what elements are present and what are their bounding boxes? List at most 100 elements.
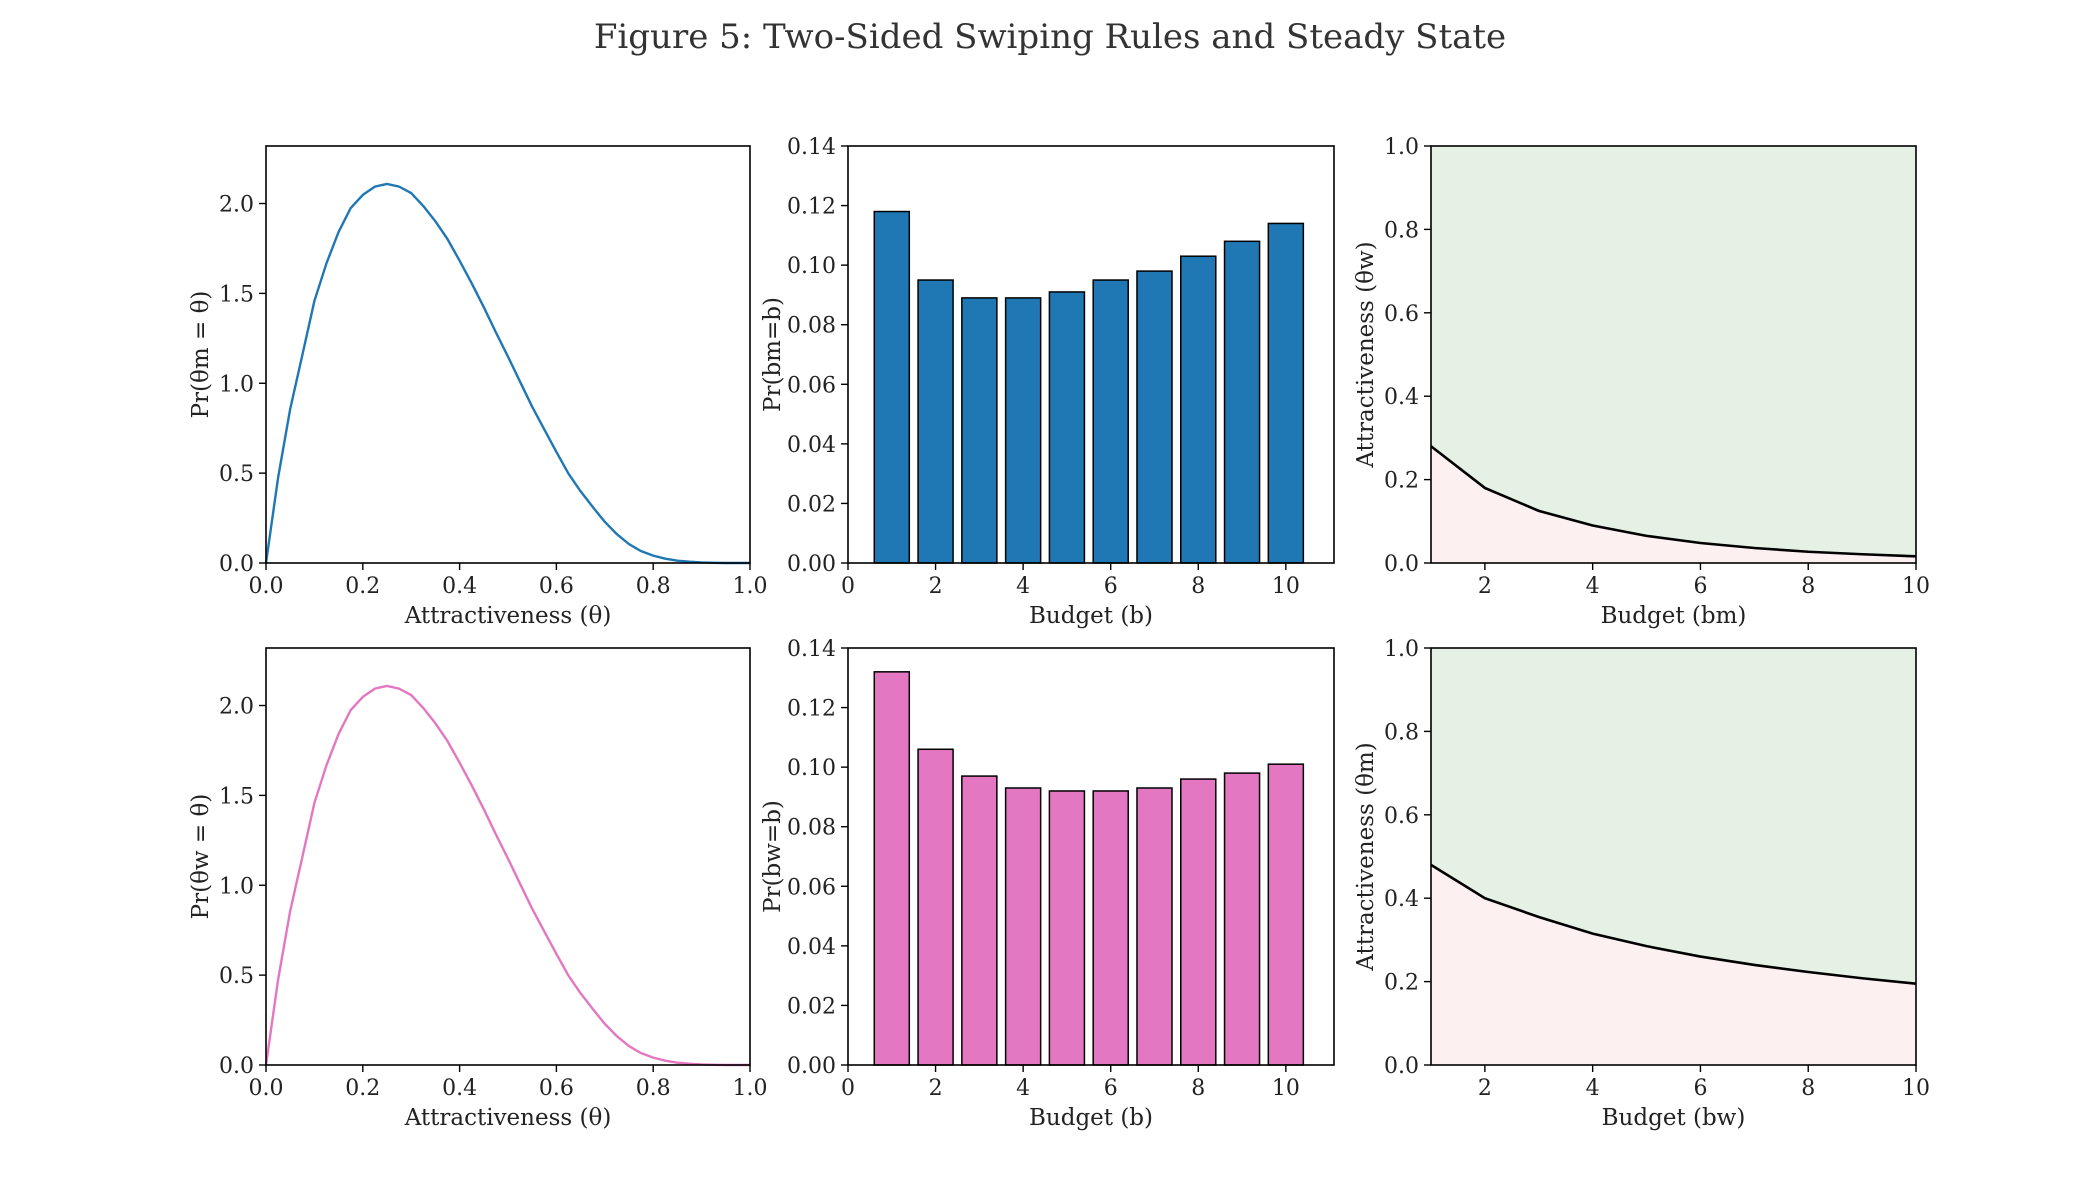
- bar-2: [917, 748, 954, 1066]
- y-tick-label: 0.06: [787, 373, 836, 398]
- bar-7: [1136, 270, 1173, 564]
- x-axis-label: Budget (b): [1029, 603, 1153, 629]
- reject-region: [1431, 864, 1916, 1065]
- y-tick-label: 0.0: [219, 1054, 254, 1079]
- y-tick-label: 0.8: [1384, 218, 1419, 243]
- figure-title: Figure 5: Two-Sided Swiping Rules and St…: [594, 17, 1506, 57]
- x-tick-label: 10: [1902, 1076, 1930, 1101]
- y-tick-label: 0.0: [1384, 1054, 1419, 1079]
- x-tick-label: 4: [1586, 1076, 1600, 1101]
- density-line: [264, 684, 750, 1067]
- x-tick-label: 6: [1104, 574, 1118, 599]
- bar-6: [1092, 279, 1129, 564]
- y-tick-label: 0.5: [219, 462, 254, 487]
- bar-9: [1223, 240, 1261, 564]
- y-tick-label: 1.5: [219, 282, 254, 307]
- y-tick-label: 0.6: [1384, 302, 1419, 327]
- threshold-line: [1430, 863, 1917, 985]
- bar-3: [961, 775, 998, 1066]
- x-tick-label: 0.0: [249, 1076, 284, 1101]
- axes-frame: [847, 145, 1335, 564]
- x-tick-label: 1.0: [733, 574, 768, 599]
- x-tick-label: 0.8: [636, 574, 671, 599]
- y-tick-label: 0.5: [219, 964, 254, 989]
- y-tick-label: 0.12: [787, 195, 836, 220]
- x-tick-label: 2: [929, 574, 943, 599]
- x-tick-label: 2: [929, 1076, 943, 1101]
- y-tick-label: 0.04: [787, 433, 836, 458]
- bar-9: [1223, 772, 1261, 1066]
- y-tick-label: 0.02: [787, 994, 836, 1019]
- bar-5: [1048, 291, 1086, 564]
- y-tick-label: 1.0: [1384, 637, 1419, 662]
- y-tick-label: 0.8: [1384, 720, 1419, 745]
- density-line: [264, 182, 750, 565]
- panel-threshold-women: 2 4 6 8 10 0.0 0.2 0.4 0.6 0.8 1.0 Budget (bm) Attra…: [1353, 135, 1930, 629]
- accept-region: [1431, 648, 1916, 984]
- x-tick-label: 0.6: [539, 574, 574, 599]
- y-tick-label: 0.2: [1384, 971, 1419, 996]
- x-tick-label: 0.8: [636, 1076, 671, 1101]
- bar-1: [873, 210, 911, 564]
- x-tick-label: 8: [1191, 574, 1205, 599]
- y-axis-label: Attractiveness (θw): [1353, 241, 1379, 468]
- x-tick-label: 10: [1272, 1076, 1300, 1101]
- x-tick-label: 6: [1693, 1076, 1707, 1101]
- y-axis-label: Pr(θw = θ): [188, 794, 214, 920]
- x-axis-label: Attractiveness (θ): [404, 603, 612, 629]
- x-tick-label: 0: [841, 574, 855, 599]
- y-tick-label: 0.12: [787, 697, 836, 722]
- x-tick-label: 6: [1104, 1076, 1118, 1101]
- bar-4: [1004, 297, 1042, 564]
- x-tick-label: 8: [1191, 1076, 1205, 1101]
- x-tick-label: 4: [1016, 574, 1030, 599]
- x-tick-label: 6: [1693, 574, 1707, 599]
- panel-density-men: 0.0 0.2 0.4 0.6 0.8 1.0 0.0 0.5 1.0 1.5 2.0 Attract…: [188, 145, 768, 629]
- y-tick-label: 0.00: [787, 1054, 836, 1079]
- bar-10: [1267, 222, 1305, 564]
- x-tick-label: 0.6: [539, 1076, 574, 1101]
- y-tick-label: 0.08: [787, 816, 836, 841]
- y-tick-label: 1.0: [1384, 135, 1419, 160]
- panel-budget-men: 0 2 4 6 8 10 0.00 0.02 0.04 0.06 0.08 0.10 0.12 0.14 B…: [760, 135, 1335, 629]
- axes-frame: [265, 647, 751, 1066]
- bar-7: [1136, 787, 1173, 1066]
- y-tick-label: 0.08: [787, 314, 836, 339]
- x-tick-label: 1.0: [733, 1076, 768, 1101]
- threshold-line: [1430, 445, 1917, 558]
- bar-2: [917, 279, 954, 564]
- x-tick-label: 0.4: [442, 1076, 477, 1101]
- y-tick-label: 2.0: [219, 695, 254, 720]
- y-tick-label: 1.5: [219, 784, 254, 809]
- y-axis-label: Pr(bw=b): [760, 800, 786, 913]
- x-tick-label: 0.4: [442, 574, 477, 599]
- axes-frame: [1430, 647, 1917, 1066]
- bar-8: [1180, 778, 1217, 1066]
- y-tick-label: 0.0: [219, 552, 254, 577]
- y-tick-label: 2.0: [219, 193, 254, 218]
- x-tick-label: 2: [1478, 574, 1492, 599]
- x-tick-label: 0.2: [345, 1076, 380, 1101]
- y-axis-label: Pr(θm = θ): [188, 291, 214, 419]
- y-tick-label: 1.0: [219, 874, 254, 899]
- x-tick-label: 0.2: [345, 574, 380, 599]
- x-tick-label: 0.0: [249, 574, 284, 599]
- bar-8: [1180, 255, 1217, 564]
- y-tick-label: 0.06: [787, 875, 836, 900]
- y-axis-label: Pr(bm=b): [760, 297, 786, 412]
- bar-1: [873, 671, 911, 1066]
- bar-10: [1267, 763, 1305, 1066]
- y-tick-label: 0.02: [787, 492, 836, 517]
- panel-threshold-men: 2 4 6 8 10 0.0 0.2 0.4 0.6 0.8 1.0 Budget (bw) Attra…: [1353, 637, 1930, 1131]
- reject-region: [1431, 446, 1916, 563]
- x-tick-label: 10: [1902, 574, 1930, 599]
- x-tick-label: 8: [1801, 1076, 1815, 1101]
- y-tick-label: 0.10: [787, 254, 836, 279]
- y-tick-label: 0.2: [1384, 469, 1419, 494]
- axes-frame: [265, 145, 751, 564]
- bar-3: [961, 297, 998, 564]
- x-tick-label: 4: [1016, 1076, 1030, 1101]
- y-tick-label: 0.00: [787, 552, 836, 577]
- y-tick-label: 1.0: [219, 372, 254, 397]
